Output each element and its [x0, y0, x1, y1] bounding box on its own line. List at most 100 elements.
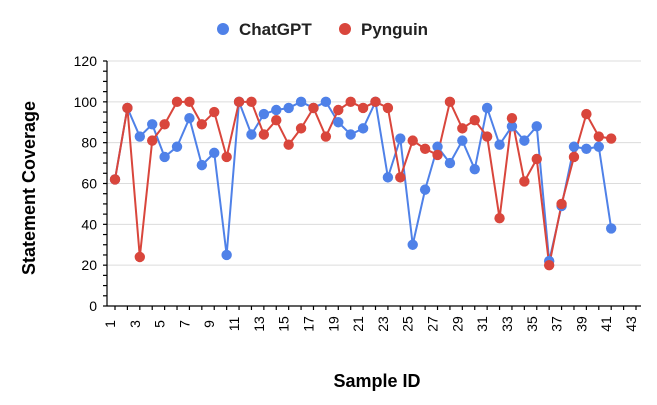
point-pynguin-4: [147, 135, 158, 146]
point-chatgpt-35: [531, 121, 542, 132]
legend-label-pynguin: Pynguin: [361, 20, 428, 39]
point-pynguin-33: [506, 112, 518, 124]
point-chatgpt-40: [593, 141, 604, 152]
x-tick-label-15: 15: [276, 316, 292, 332]
x-tick-label-13: 13: [251, 316, 267, 332]
point-pynguin-23: [382, 102, 394, 114]
legend-label-chatgpt: ChatGPT: [239, 20, 312, 39]
point-pynguin-5: [159, 119, 170, 130]
point-chatgpt-8: [196, 159, 208, 171]
point-pynguin-13: [258, 129, 270, 140]
point-chatgpt-6: [171, 141, 183, 152]
point-chatgpt-34: [519, 135, 530, 146]
point-pynguin-39: [581, 108, 592, 120]
series-points: [109, 96, 617, 271]
point-pynguin-3: [134, 251, 146, 263]
x-tick-label-31: 31: [474, 316, 490, 332]
point-pynguin-35: [531, 153, 542, 165]
x-axis-title: Sample ID: [333, 371, 420, 391]
x-tick-label-9: 9: [201, 320, 217, 328]
point-pynguin-27: [432, 149, 443, 161]
point-chatgpt-16: [295, 96, 307, 108]
x-axis-tick-labels: 1 3 5 7 9 11 13 15 17 19 21 23 25 27 29 31 33 35 37 39 41 43: [102, 316, 639, 332]
point-chatgpt-24: [395, 133, 406, 144]
point-pynguin-41: [605, 133, 617, 144]
x-tick-label-29: 29: [449, 316, 465, 332]
point-pynguin-19: [333, 104, 344, 116]
point-chatgpt-26: [419, 184, 431, 195]
point-chatgpt-31: [481, 102, 493, 114]
point-pynguin-22: [370, 96, 381, 108]
point-chatgpt-30: [469, 164, 480, 175]
y-axis-tick-labels: 0 20 40 60 80 100 120: [74, 53, 98, 314]
point-pynguin-1: [109, 174, 121, 185]
point-pynguin-2: [122, 102, 133, 114]
point-chatgpt-12: [246, 129, 257, 140]
point-pynguin-34: [519, 176, 530, 187]
point-pynguin-16: [295, 123, 307, 134]
point-chatgpt-32: [494, 139, 505, 150]
x-tick-label-17: 17: [300, 316, 316, 332]
point-chatgpt-20: [345, 129, 356, 140]
point-chatgpt-39: [581, 143, 592, 154]
point-chatgpt-27: [432, 141, 443, 152]
point-pynguin-30: [469, 115, 480, 126]
point-chatgpt-38: [568, 141, 580, 152]
point-pynguin-32: [494, 213, 505, 224]
point-pynguin-8: [196, 119, 208, 130]
point-pynguin-11: [233, 96, 245, 108]
point-chatgpt-9: [209, 147, 220, 159]
point-pynguin-40: [593, 131, 604, 142]
point-pynguin-21: [357, 102, 369, 114]
grid-lines: [107, 60, 641, 266]
point-pynguin-29: [457, 123, 468, 134]
point-pynguin-24: [395, 172, 406, 183]
point-chatgpt-3: [134, 131, 146, 142]
point-pynguin-38: [568, 151, 580, 163]
point-chatgpt-13: [258, 108, 270, 120]
x-tick-label-35: 35: [524, 316, 540, 332]
point-chatgpt-25: [407, 239, 418, 250]
point-chatgpt-14: [271, 104, 282, 116]
x-tick-label-27: 27: [425, 316, 441, 332]
point-chatgpt-23: [382, 172, 394, 183]
point-pynguin-26: [419, 143, 431, 154]
point-chatgpt-21: [357, 123, 369, 134]
y-tick-label-40: 40: [81, 216, 97, 232]
legend-swatch-chatgpt: [217, 23, 229, 35]
point-chatgpt-41: [605, 223, 617, 234]
point-pynguin-17: [308, 102, 319, 114]
point-pynguin-37: [556, 198, 567, 210]
y-tick-label-0: 0: [89, 298, 97, 314]
point-pynguin-10: [221, 151, 232, 163]
point-chatgpt-10: [221, 249, 232, 261]
x-tick-label-23: 23: [375, 316, 391, 332]
point-chatgpt-18: [320, 96, 332, 108]
point-pynguin-6: [171, 96, 183, 108]
x-tick-label-7: 7: [176, 320, 192, 328]
y-tick-label-20: 20: [81, 257, 97, 273]
chart-legend: ChatGPT Pynguin: [217, 20, 428, 39]
y-axis-title: Statement Coverage: [19, 101, 39, 275]
point-chatgpt-33: [506, 121, 518, 132]
x-tick-label-21: 21: [350, 316, 366, 332]
point-pynguin-18: [320, 131, 332, 142]
x-tick-label-3: 3: [127, 320, 143, 328]
point-chatgpt-4: [147, 119, 158, 130]
point-pynguin-7: [184, 96, 195, 108]
x-tick-label-41: 41: [598, 316, 614, 332]
x-tick-label-1: 1: [102, 320, 118, 328]
point-chatgpt-7: [184, 112, 195, 124]
point-pynguin-12: [246, 96, 257, 108]
y-tick-label-100: 100: [74, 94, 98, 110]
y-tick-label-80: 80: [81, 135, 97, 151]
point-chatgpt-28: [444, 157, 456, 169]
point-pynguin-14: [271, 115, 282, 126]
point-pynguin-36: [543, 259, 555, 271]
x-tick-label-5: 5: [152, 320, 168, 328]
point-chatgpt-19: [333, 117, 344, 128]
y-tick-label-60: 60: [81, 176, 97, 192]
x-tick-label-39: 39: [573, 316, 589, 332]
x-tick-label-19: 19: [325, 316, 341, 332]
